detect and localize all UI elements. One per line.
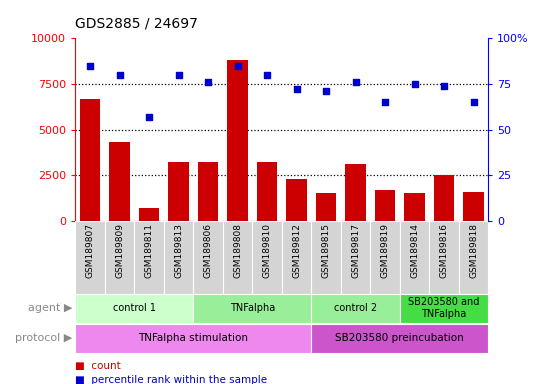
Bar bbox=[400, 221, 429, 294]
Bar bbox=[105, 221, 134, 294]
Text: GSM189817: GSM189817 bbox=[351, 223, 360, 278]
Text: GSM189819: GSM189819 bbox=[381, 223, 389, 278]
Bar bbox=[375, 190, 395, 221]
Bar bbox=[169, 162, 189, 221]
Bar bbox=[227, 60, 248, 221]
Bar bbox=[311, 294, 400, 323]
Point bbox=[469, 99, 478, 105]
Bar bbox=[282, 221, 311, 294]
Bar bbox=[345, 164, 366, 221]
Bar bbox=[109, 142, 130, 221]
Point bbox=[410, 81, 419, 87]
Point bbox=[145, 114, 153, 120]
Bar bbox=[80, 99, 100, 221]
Text: GSM189816: GSM189816 bbox=[440, 223, 449, 278]
Text: GSM189815: GSM189815 bbox=[321, 223, 330, 278]
Bar bbox=[316, 194, 336, 221]
Point bbox=[292, 86, 301, 93]
Point bbox=[85, 63, 94, 69]
Bar bbox=[404, 194, 425, 221]
Text: GSM189811: GSM189811 bbox=[145, 223, 153, 278]
Bar bbox=[311, 324, 488, 353]
Bar bbox=[463, 192, 484, 221]
Text: GDS2885 / 24697: GDS2885 / 24697 bbox=[75, 17, 198, 31]
Text: SB203580 and
TNFalpha: SB203580 and TNFalpha bbox=[408, 297, 480, 319]
Bar bbox=[198, 162, 218, 221]
Point bbox=[440, 83, 449, 89]
Text: control 1: control 1 bbox=[113, 303, 156, 313]
Text: ■  percentile rank within the sample: ■ percentile rank within the sample bbox=[75, 375, 267, 384]
Text: SB203580 preincubation: SB203580 preincubation bbox=[335, 333, 464, 343]
Bar bbox=[193, 294, 311, 323]
Text: GSM189808: GSM189808 bbox=[233, 223, 242, 278]
Point bbox=[351, 79, 360, 85]
Bar bbox=[75, 294, 193, 323]
Bar bbox=[134, 221, 164, 294]
Bar bbox=[193, 221, 223, 294]
Bar bbox=[311, 221, 341, 294]
Bar bbox=[164, 221, 193, 294]
Text: GSM189807: GSM189807 bbox=[85, 223, 94, 278]
Bar bbox=[459, 221, 488, 294]
Point bbox=[321, 88, 330, 94]
Bar bbox=[371, 221, 400, 294]
Bar bbox=[257, 162, 277, 221]
Bar bbox=[286, 179, 307, 221]
Text: GSM189810: GSM189810 bbox=[263, 223, 272, 278]
Bar bbox=[139, 208, 160, 221]
Bar bbox=[400, 294, 488, 323]
Text: protocol ▶: protocol ▶ bbox=[15, 333, 73, 343]
Point bbox=[204, 79, 213, 85]
Text: GSM189806: GSM189806 bbox=[204, 223, 213, 278]
Bar bbox=[223, 221, 252, 294]
Text: GSM189813: GSM189813 bbox=[174, 223, 183, 278]
Point bbox=[263, 72, 272, 78]
Bar bbox=[341, 221, 371, 294]
Point bbox=[174, 72, 183, 78]
Bar bbox=[75, 324, 311, 353]
Bar bbox=[434, 175, 454, 221]
Text: agent ▶: agent ▶ bbox=[28, 303, 73, 313]
Point bbox=[381, 99, 389, 105]
Bar bbox=[252, 221, 282, 294]
Text: GSM189812: GSM189812 bbox=[292, 223, 301, 278]
Bar bbox=[429, 221, 459, 294]
Text: GSM189818: GSM189818 bbox=[469, 223, 478, 278]
Text: TNFalpha stimulation: TNFalpha stimulation bbox=[138, 333, 248, 343]
Text: ■  count: ■ count bbox=[75, 361, 121, 371]
Point bbox=[233, 63, 242, 69]
Text: control 2: control 2 bbox=[334, 303, 377, 313]
Text: TNFalpha: TNFalpha bbox=[230, 303, 275, 313]
Text: GSM189809: GSM189809 bbox=[115, 223, 124, 278]
Text: GSM189814: GSM189814 bbox=[410, 223, 419, 278]
Bar bbox=[75, 221, 105, 294]
Point bbox=[115, 72, 124, 78]
